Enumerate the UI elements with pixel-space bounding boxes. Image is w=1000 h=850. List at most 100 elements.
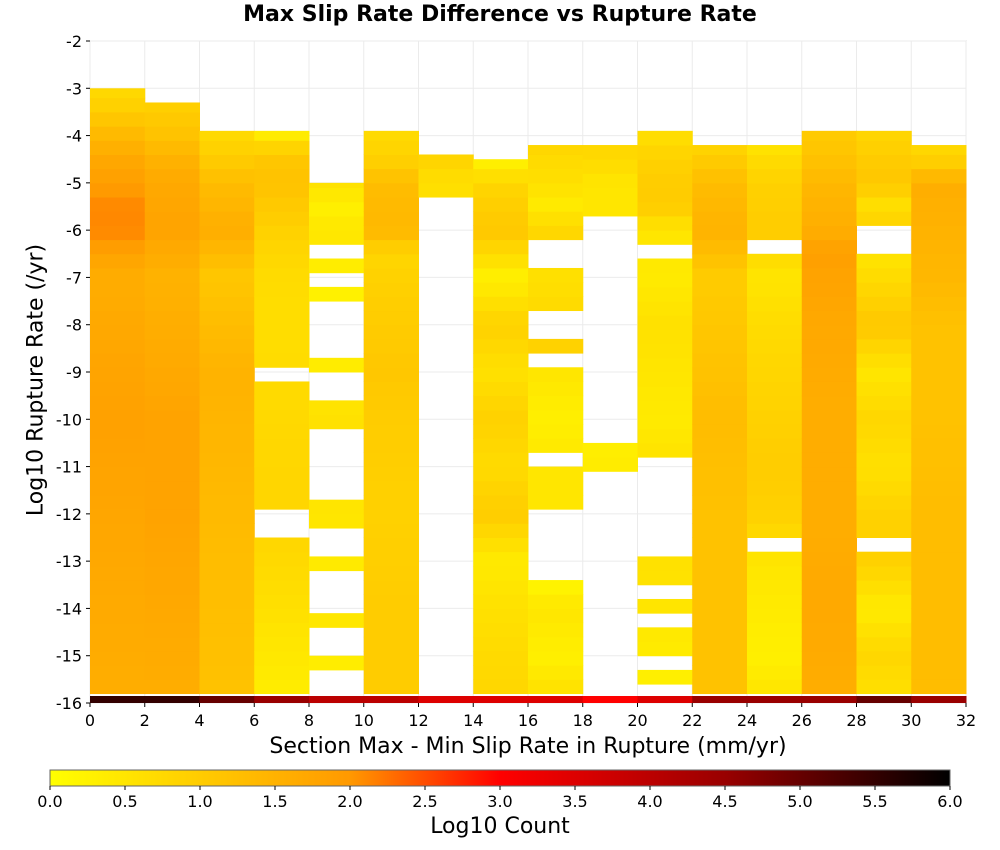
heatmap-cell (144, 608, 200, 624)
heatmap-cell (254, 580, 310, 595)
heatmap-cell (911, 679, 967, 695)
heatmap-cell (418, 154, 474, 170)
heatmap-cell (801, 665, 857, 680)
heatmap-cell (254, 130, 310, 141)
heatmap-cell (692, 395, 748, 411)
heatmap-cell (254, 438, 310, 453)
heatmap-cell (199, 211, 255, 226)
heatmap-cell (692, 324, 748, 340)
heatmap-cell (363, 197, 419, 212)
heatmap-cell (911, 310, 967, 326)
heatmap-cell (692, 509, 748, 524)
heatmap-cell (801, 225, 857, 241)
heatmap-cell (856, 338, 912, 354)
heatmap-cell (692, 636, 748, 652)
heatmap-cell (692, 594, 748, 609)
heatmap-cell (801, 154, 857, 170)
heatmap-cell (363, 608, 419, 624)
x-tick-label: 12 (408, 711, 428, 730)
heatmap-cell (144, 253, 200, 269)
heatmap-cell (254, 551, 310, 567)
x-tick-label: 0 (85, 711, 95, 730)
heatmap-cell (747, 253, 803, 269)
heatmap-cell (692, 537, 748, 553)
heatmap-cell (90, 111, 146, 127)
heatmap-cell (528, 650, 584, 666)
heatmap-cell (363, 409, 419, 425)
x-tick-label: 28 (846, 711, 866, 730)
heatmap-cell (199, 282, 255, 297)
heatmap-cell (309, 258, 365, 274)
heatmap-cell (637, 357, 693, 373)
y-tick-label: -9 (66, 363, 82, 382)
heatmap-cell (90, 310, 146, 326)
heatmap-cell (144, 565, 200, 581)
heatmap-cell (637, 272, 693, 288)
heatmap-cell (473, 367, 529, 382)
heatmap-cell (90, 523, 146, 538)
heatmap-cell (473, 182, 529, 198)
y-tick-label: -8 (66, 316, 82, 335)
heatmap-cell (254, 239, 310, 255)
heatmap-cell (254, 494, 310, 510)
heatmap-cell (90, 211, 146, 226)
heatmap-cell (747, 154, 803, 170)
heatmap-cell (199, 296, 255, 312)
heatmap-cell (911, 565, 967, 581)
heatmap-cell-bottom-row (254, 696, 310, 703)
heatmap-cell (199, 608, 255, 624)
heatmap-cell (144, 438, 200, 453)
heatmap-cell (692, 182, 748, 198)
heatmap-cell (254, 537, 310, 553)
heatmap-cell (801, 622, 857, 638)
heatmap-cell (856, 452, 912, 468)
heatmap-cell-bottom-row (692, 696, 748, 703)
heatmap-cell (801, 140, 857, 155)
heatmap-cell (856, 211, 912, 226)
heatmap-cell (637, 258, 693, 274)
heatmap-cell (144, 452, 200, 468)
heatmap-cell (199, 594, 255, 609)
heatmap-cell (363, 438, 419, 453)
heatmap-cell (692, 580, 748, 595)
heatmap-cell (199, 523, 255, 538)
heatmap-cell (692, 296, 748, 312)
y-tick-label: -2 (66, 32, 82, 51)
heatmap-cell (801, 367, 857, 382)
heatmap-cell (747, 494, 803, 510)
heatmap-cell (473, 381, 529, 397)
heatmap-cell (90, 594, 146, 609)
heatmap-cell (363, 622, 419, 638)
heatmap-cell (254, 211, 310, 226)
heatmap-cell (747, 665, 803, 680)
heatmap-cell (90, 551, 146, 567)
heatmap-cell (144, 197, 200, 212)
heatmap-cell (473, 353, 529, 368)
colorbar-tick-label: 3.5 (562, 792, 587, 811)
heatmap-cell (199, 367, 255, 382)
heatmap-cell (90, 452, 146, 468)
heatmap-cell (144, 523, 200, 538)
heatmap-cell (692, 622, 748, 638)
heatmap-cell (199, 565, 255, 581)
heatmap-cell (199, 409, 255, 425)
heatmap-cell (199, 168, 255, 184)
heatmap-cell (911, 367, 967, 382)
heatmap-cell (473, 296, 529, 312)
heatmap-cell (199, 324, 255, 340)
heatmap-cell (254, 622, 310, 638)
heatmap-cell (473, 608, 529, 624)
y-tick-label: -13 (56, 552, 82, 571)
heatmap-cell (911, 338, 967, 354)
heatmap-cell (363, 381, 419, 397)
heatmap-cell (801, 338, 857, 354)
heatmap-cell (363, 267, 419, 283)
heatmap-cell (692, 282, 748, 297)
heatmap-cell (473, 594, 529, 609)
heatmap-cell (692, 424, 748, 439)
heatmap-cell (309, 613, 365, 628)
heatmap-cell (144, 353, 200, 368)
heatmap-cell (747, 580, 803, 595)
heatmap-cell (911, 594, 967, 609)
heatmap-cell (637, 641, 693, 657)
